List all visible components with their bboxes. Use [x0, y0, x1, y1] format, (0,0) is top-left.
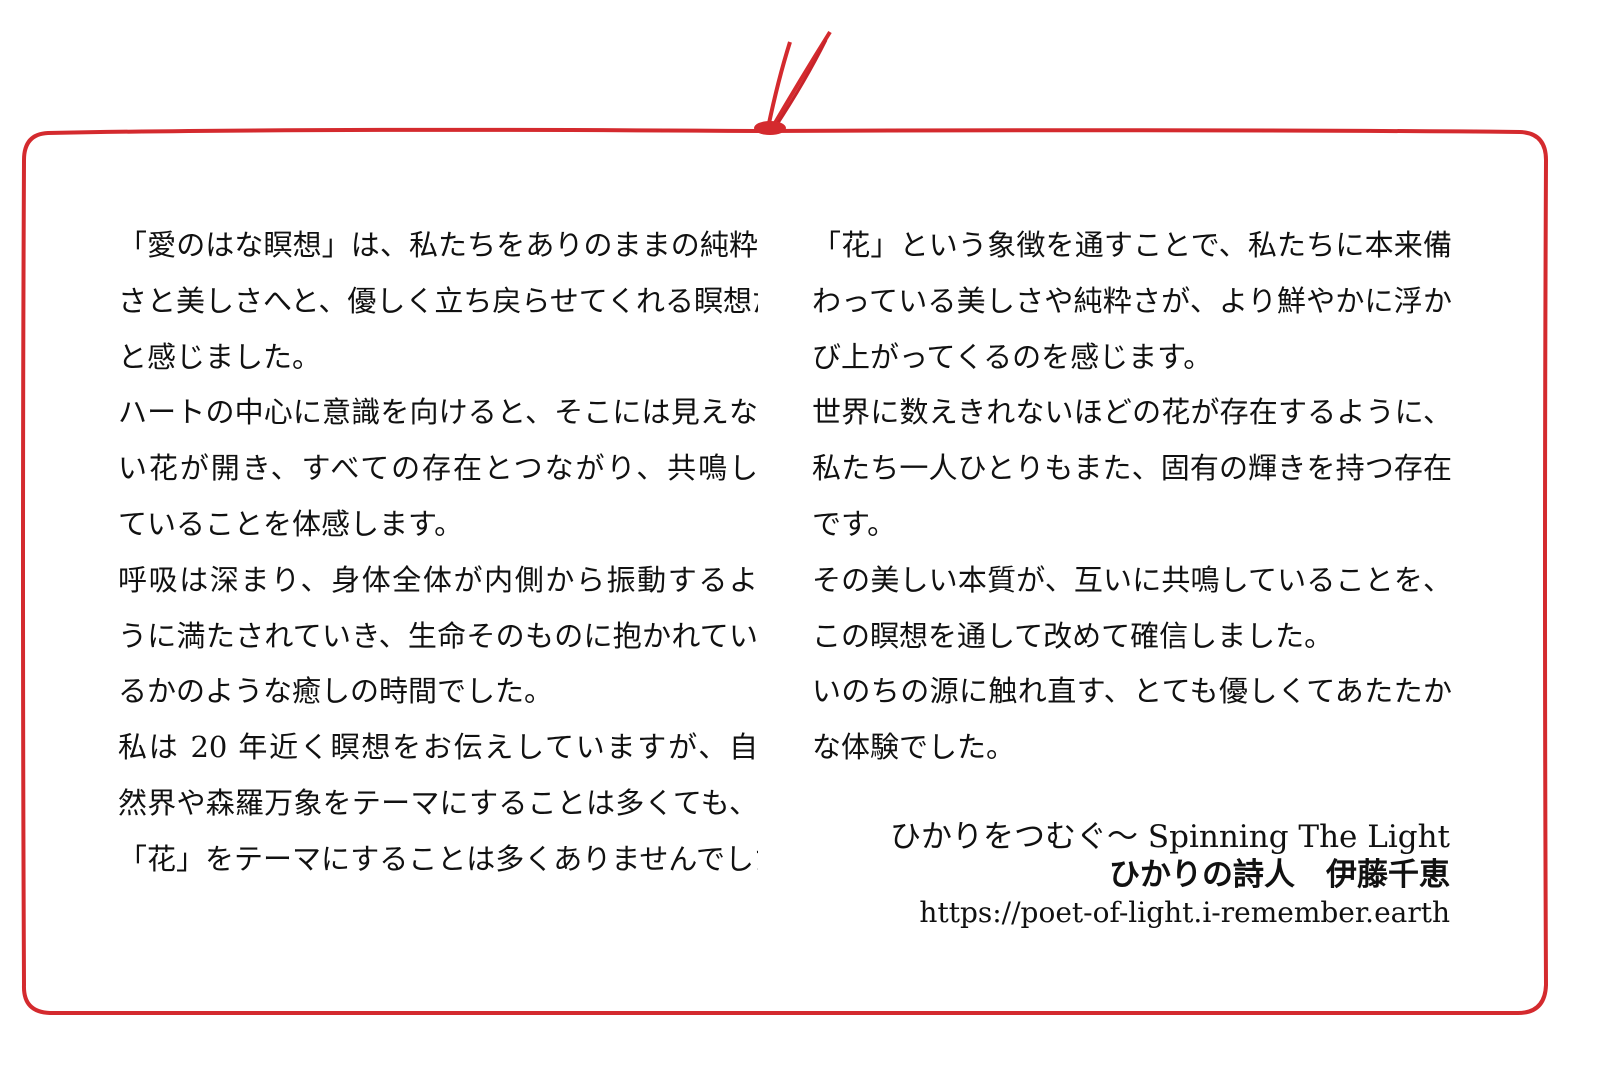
- text-line: 「愛のはな瞑想」は、私たちをありのままの純粋: [118, 228, 758, 262]
- text-line: 私は 20 年近く瞑想をお伝えしていますが、自: [118, 730, 758, 765]
- signature-title: ひかりをつむぐ～ Spinning The Light: [890, 819, 1450, 855]
- text-line: この瞑想を通して改めて確信しました。: [812, 618, 1334, 653]
- text-line: いのちの源に触れ直す、とても優しくてあたたか: [812, 674, 1452, 709]
- text-line: 世界に数えきれないほどの花が存在するように、: [812, 395, 1452, 430]
- text-line: さと美しさへと、優しく立ち戻らせてくれる瞑想だ: [118, 283, 758, 318]
- text-line: うに満たされていき、生命そのものに抱かれてい: [118, 618, 758, 653]
- text-line: い花が開き、すべての存在とつながり、共鳴し: [118, 451, 758, 486]
- left-text-column: 「愛のはな瞑想」は、私たちをありのままの純粋 さと美しさへと、優しく立ち戻らせて…: [118, 218, 758, 888]
- text-line: その美しい本質が、互いに共鳴していることを、: [812, 562, 1452, 597]
- string-knot: [754, 121, 786, 135]
- signature-url[interactable]: https://poet-of-light.i-remember.earth: [919, 896, 1450, 929]
- text-line: ていることを体感します。: [118, 506, 464, 541]
- text-line: び上がってくるのを感じます。: [812, 339, 1213, 374]
- text-line: わっている美しさや純粋さが、より鮮やかに浮か: [812, 283, 1452, 318]
- text-line: るかのような癒しの時間でした。: [118, 674, 554, 709]
- text-line: 然界や森羅万象をテーマにすることは多くても、: [118, 785, 758, 820]
- text-line: な体験でした。: [812, 730, 1016, 765]
- text-line: 「花」という象徴を通すことで、私たちに本来備: [812, 228, 1452, 262]
- hanging-string-3: [774, 39, 828, 127]
- signature-author: ひかりの詩人 伊藤千恵: [1109, 857, 1450, 893]
- text-line: と感じました。: [118, 339, 322, 374]
- text-line: ハートの中心に意識を向けると、そこには見えな: [118, 395, 758, 430]
- text-line: です。: [812, 506, 897, 541]
- text-line: 呼吸は深まり、身体全体が内側から振動するよ: [118, 562, 758, 597]
- signature-block: ひかりをつむぐ～ Spinning The Light ひかりの詩人 伊藤千恵 …: [890, 818, 1450, 932]
- frame-border: [21, 127, 1549, 1017]
- text-line: 「花」をテーマにすることは多くありませんでした。: [118, 841, 758, 876]
- text-line: 私たち一人ひとりもまた、固有の輝きを持つ存在: [812, 451, 1452, 486]
- hanging-string-1: [766, 41, 792, 129]
- right-text-column: 「花」という象徴を通すことで、私たちに本来備 わっている美しさや純粋さが、より鮮…: [812, 218, 1452, 776]
